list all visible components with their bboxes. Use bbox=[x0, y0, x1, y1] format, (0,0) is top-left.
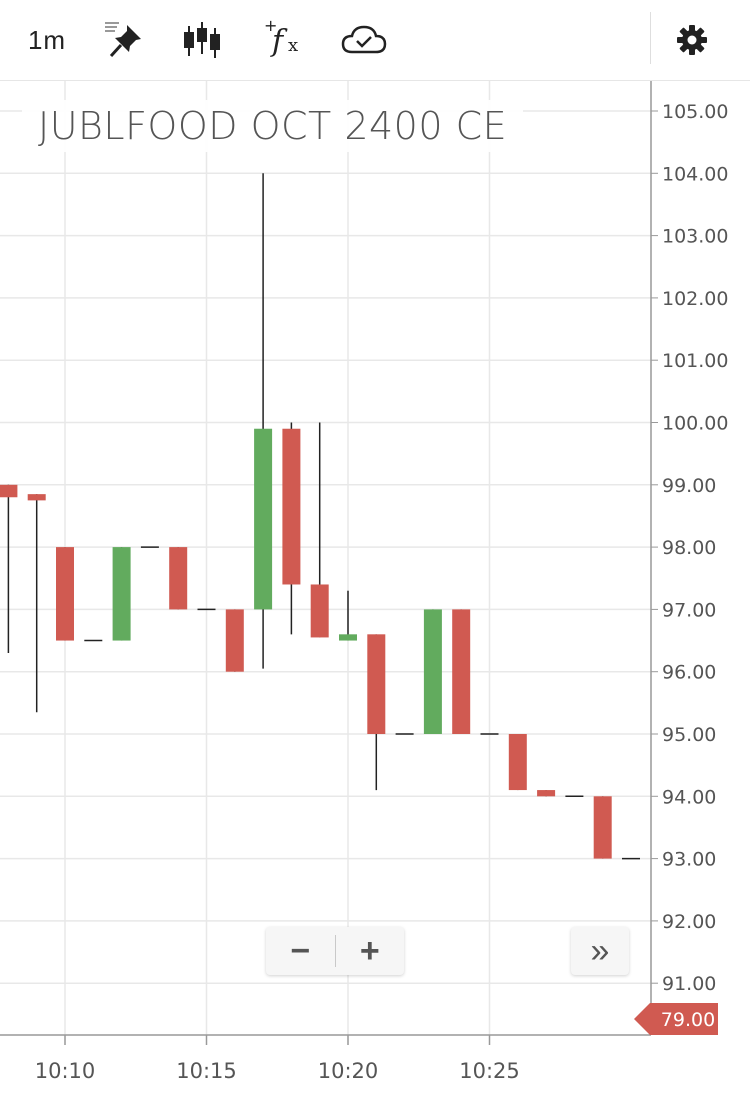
candle-body-10:23 bbox=[423, 609, 442, 734]
svg-text:+: + bbox=[264, 17, 277, 35]
candle-body-10:16 bbox=[225, 609, 244, 672]
pin-icon[interactable] bbox=[98, 14, 150, 66]
y-tick-label: 102.00 bbox=[662, 288, 728, 310]
candle-body-10:14 bbox=[169, 547, 188, 610]
cloud-check-icon[interactable] bbox=[338, 14, 390, 66]
candle-body-10:20 bbox=[339, 634, 357, 641]
candle-body-10:27 bbox=[537, 790, 556, 797]
chart-title: JUBLFOOD OCT 2400 CE bbox=[22, 100, 524, 152]
candle-body-10:08 bbox=[0, 484, 18, 498]
candle-body-10:12 bbox=[112, 547, 131, 641]
candle-body-10:18 bbox=[282, 428, 301, 585]
x-tick-label: 10:25 bbox=[459, 1059, 520, 1083]
y-tick-label: 94.00 bbox=[662, 786, 716, 808]
x-tick-label: 10:20 bbox=[318, 1059, 379, 1083]
candle-body-10:19 bbox=[310, 584, 329, 638]
y-tick-label: 93.00 bbox=[662, 849, 716, 871]
y-tick-label: 104.00 bbox=[662, 163, 728, 185]
toolbar-divider bbox=[650, 12, 651, 64]
candle-body-10:10 bbox=[56, 547, 74, 641]
y-tick-label: 92.00 bbox=[662, 911, 716, 933]
y-tick-label: 99.00 bbox=[662, 475, 716, 497]
zoom-out-button[interactable]: − bbox=[290, 931, 311, 970]
y-tick-label: 103.00 bbox=[662, 226, 728, 248]
gear-icon[interactable] bbox=[668, 14, 716, 66]
candle-body-10:21 bbox=[367, 634, 386, 734]
chart-toolbar: 1m + f x bbox=[0, 0, 750, 81]
y-tick-label: 91.00 bbox=[662, 973, 716, 995]
last-price-label: 79.00 bbox=[661, 1009, 715, 1031]
candle-body-10:26 bbox=[508, 734, 527, 791]
y-tick-label: 97.00 bbox=[662, 599, 716, 621]
candle-body-10:24 bbox=[452, 609, 471, 734]
candlestick-icon[interactable] bbox=[176, 14, 228, 66]
y-tick-label: 98.00 bbox=[662, 537, 716, 559]
svg-text:x: x bbox=[288, 35, 298, 56]
zoom-controls: − + bbox=[266, 927, 404, 975]
y-tick-label: 96.00 bbox=[662, 662, 716, 684]
last-price-tag bbox=[634, 1003, 718, 1035]
candle-body-10:17 bbox=[254, 428, 273, 610]
interval-selector[interactable]: 1m bbox=[27, 24, 67, 55]
candle-body-10:29 bbox=[593, 796, 612, 859]
y-tick-label: 100.00 bbox=[662, 413, 728, 435]
x-tick-label: 10:15 bbox=[176, 1059, 237, 1083]
scroll-to-latest-button[interactable]: » bbox=[571, 927, 629, 975]
fx-indicator-icon[interactable]: + f x bbox=[258, 14, 310, 66]
x-tick-label: 10:10 bbox=[35, 1059, 96, 1083]
zoom-in-button[interactable]: + bbox=[359, 931, 380, 970]
y-tick-label: 101.00 bbox=[662, 350, 728, 372]
y-tick-label: 95.00 bbox=[662, 724, 716, 746]
zoom-divider bbox=[334, 935, 336, 967]
candle-body-10:09 bbox=[27, 494, 46, 501]
y-tick-label: 105.00 bbox=[662, 101, 728, 123]
